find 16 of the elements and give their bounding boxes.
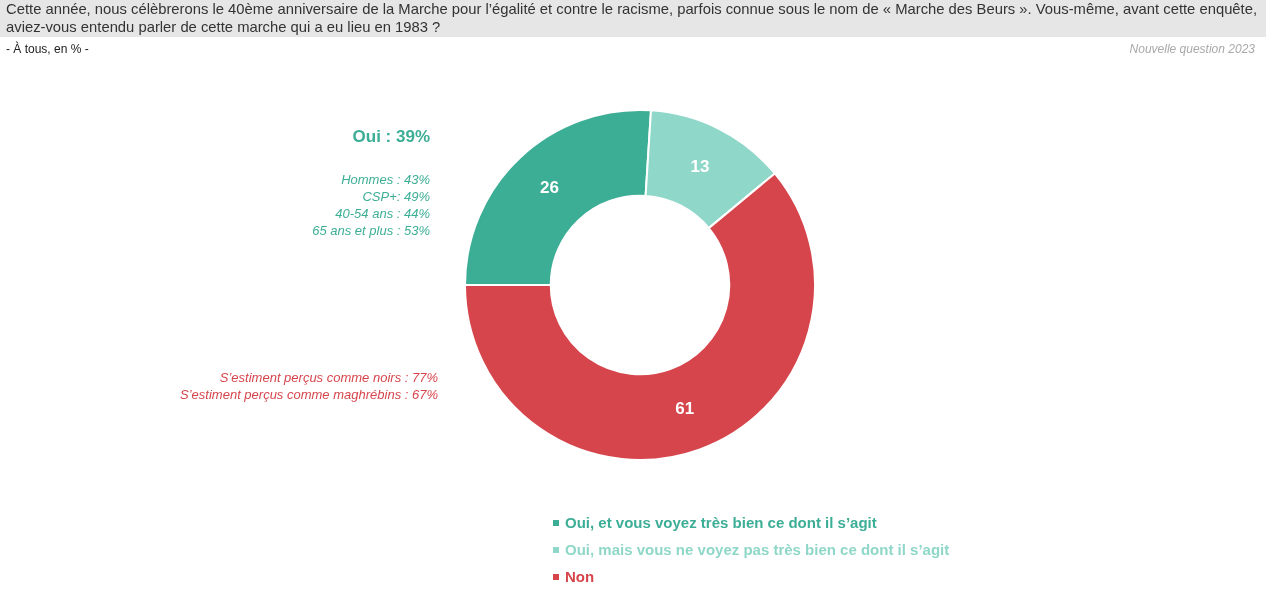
data-label: 26 xyxy=(540,178,560,198)
text: 65 ans et plus : 53% xyxy=(311,222,430,239)
text: 40-54 ans : 44% xyxy=(334,205,430,222)
text: Nouvelle question 2023 xyxy=(1129,42,1255,56)
chart-title: Cette année, nous célèbrerons le 40ème anniversaire de la Marche pour l’égalité et contre le racisme, parfois connue sous le nom de « Marche des Beurs ». Vous-même, avant cette enquête, aviez-vous entendu parler de cette marche qui a eu lieu en 1983 ? xyxy=(6,0,1259,36)
data-label: 13 xyxy=(690,156,710,176)
text: S’estiment perçus comme maghrébins : 67% xyxy=(179,386,438,403)
text: Hommes : 43% xyxy=(340,171,430,188)
text: S’estiment perçus comme noirs : 77% xyxy=(218,369,438,386)
text: - À tous, en % - xyxy=(6,41,89,57)
legend-label: Oui, mais vous ne voyez pas très bien ce dont il s’agit xyxy=(565,541,950,558)
data-label: 61 xyxy=(675,399,695,418)
text: CSP+: 49% xyxy=(361,188,430,205)
text: Oui : 39% xyxy=(351,126,430,147)
legend-label: Oui, et vous voyez très bien ce dont il s’agit xyxy=(565,514,877,531)
legend-label: Non xyxy=(565,568,595,585)
